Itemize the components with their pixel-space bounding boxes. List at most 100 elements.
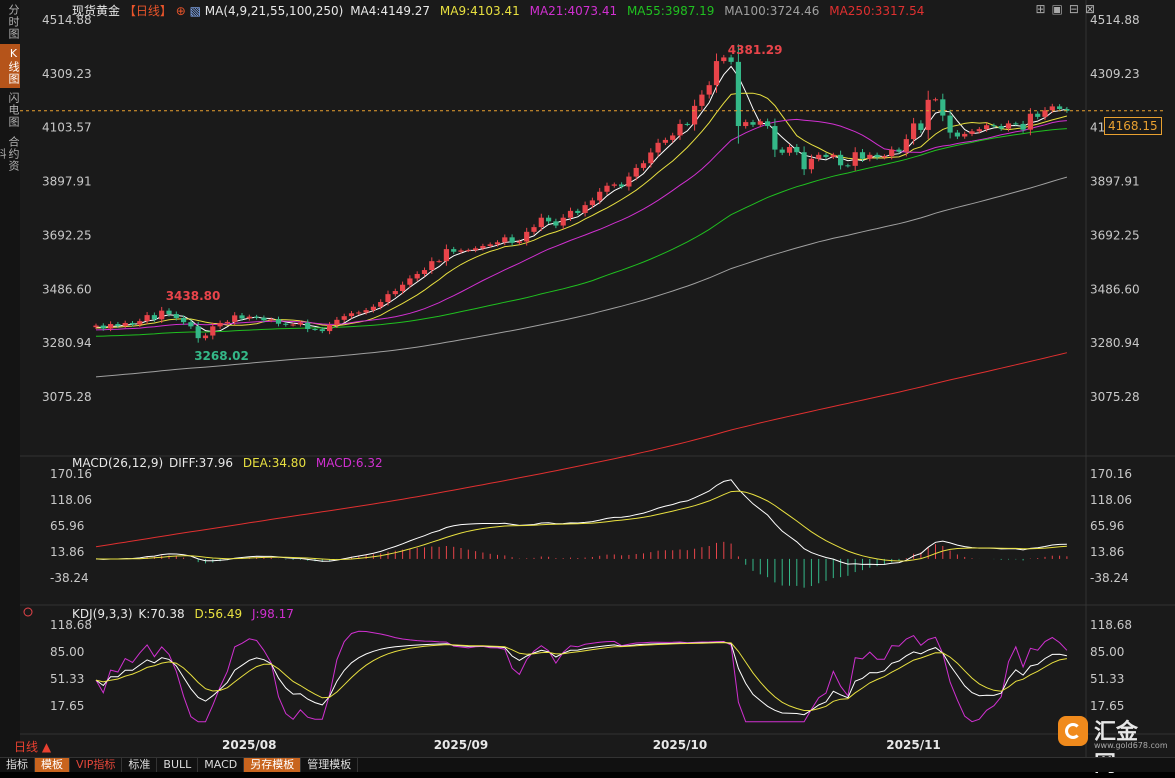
settings-icon[interactable]: ⊕ [175,4,186,18]
grid-icon[interactable]: ⊟ [1068,2,1085,16]
price-tick-left: 3897.91 [42,175,92,189]
candle-body [356,312,362,314]
candle-body [655,142,661,153]
candle-body [911,123,917,140]
tab-templates[interactable]: 模板 [35,758,70,772]
candle-body [1064,109,1070,111]
annotation-local-high: 3438.80 [166,289,221,303]
candle-body [794,146,800,153]
macd-tick-left: 118.06 [50,493,92,507]
tab-lightning[interactable]: 闪电图 [7,92,20,128]
candle-body [1049,106,1055,111]
candle-body [319,329,325,332]
candle-body [743,122,749,127]
candle-body [779,149,785,153]
candle-body [918,123,924,130]
candle-body [1035,113,1041,117]
period-tag[interactable]: 【日线】 [123,4,172,18]
candle-body [451,249,457,252]
candle-body [896,149,902,152]
kdj-tick-left: 118.68 [50,618,92,632]
tab-indicators[interactable]: 指标 [0,758,35,772]
macd-value: MACD:6.32 [315,456,383,470]
window-icon[interactable]: ▣ [1051,2,1069,16]
candle-body [619,184,625,187]
candle-body [305,322,311,329]
tab-macd[interactable]: MACD [198,758,245,772]
price-tick-right: 3897.91 [1090,175,1140,189]
price-tick-right: 3692.25 [1090,228,1140,242]
candle-body [217,322,223,327]
tab-manage-templates[interactable]: 管理模板 [301,758,359,772]
candle-body [954,132,960,137]
close-icon[interactable]: ⊠ [1084,2,1101,16]
candle-body [867,154,873,159]
candle-body [392,291,398,295]
tab-timeshare[interactable]: 分时图 [7,4,20,40]
candle-body [677,123,683,136]
logo-site: www.gold678.com [1094,741,1168,750]
chart-area[interactable]: 4514.884514.884309.234309.234103.574103.… [20,0,1175,757]
candle-body [327,325,333,332]
tab-contract-info[interactable]: 合约资料 [0,136,20,172]
period-selector[interactable]: 日线 ▲ [14,740,52,754]
candle-body [108,324,114,329]
candle-body [151,315,157,320]
symbol-name: 现货黄金 [72,4,121,18]
price-tick-left: 3075.28 [42,390,92,404]
ma55-value: MA55:3987.19 [626,4,715,18]
candle-body [648,152,654,164]
candle-body [246,316,252,319]
kdj-d: D:56.49 [194,607,243,621]
restore-icon[interactable]: ⊞ [1035,2,1052,16]
candle-body [268,319,274,321]
candle-body [889,149,895,157]
price-tick-left: 4103.57 [42,121,92,135]
candle-body [838,154,844,166]
macd-tick-left: 65.96 [50,519,84,533]
kdj-label: KDJ(9,3,3) [72,607,133,621]
candle-body [765,121,771,127]
macd-tick-left: 170.16 [50,467,92,481]
candle-body [188,322,194,327]
candle-body [378,302,384,307]
ma55-line [95,128,1067,337]
tab-vip-indicators[interactable]: VIP指标 [70,758,123,772]
tab-bull[interactable]: BULL [157,758,199,772]
candle-body [531,227,537,232]
tab-kline[interactable]: K线图 [0,44,20,88]
kline-chart-svg[interactable]: 4514.884514.884309.234309.234103.574103.… [20,0,1175,757]
candle-body [370,306,376,311]
candle-body [538,217,544,228]
ma4-line [95,65,1068,333]
candle-body [969,131,975,134]
price-tick-left: 4309.23 [42,67,92,81]
price-tick-right: 3280.94 [1090,336,1140,350]
kdj-tick-right: 17.65 [1090,699,1124,713]
candle-body [830,154,836,157]
candle-body [932,99,939,101]
candle-body [1020,123,1026,130]
candle-body [823,154,829,157]
ma4-value: MA4:4149.27 [350,4,431,18]
macd-tick-left: 13.86 [50,545,84,559]
tab-standard[interactable]: 标准 [122,758,158,772]
candle-body [312,328,318,330]
candle-body [852,152,858,166]
candle-body [115,324,121,326]
tab-save-template[interactable]: 另存模板 [244,758,302,772]
candle-body [692,105,698,125]
candle-body [808,158,814,170]
kdj-tick-right: 51.33 [1090,672,1124,686]
macd-diff: DIFF:37.96 [168,456,234,470]
candle-body [772,126,778,150]
candle-body [553,221,559,226]
macd-tick-right: 13.86 [1090,545,1124,559]
candle-body [516,241,522,243]
candle-body [721,57,727,62]
price-tick-right: 3486.60 [1090,282,1140,296]
logo-icon [1058,716,1088,746]
candle-body [502,237,508,243]
kdj-k-line [95,641,1068,716]
candle-body [962,133,968,137]
